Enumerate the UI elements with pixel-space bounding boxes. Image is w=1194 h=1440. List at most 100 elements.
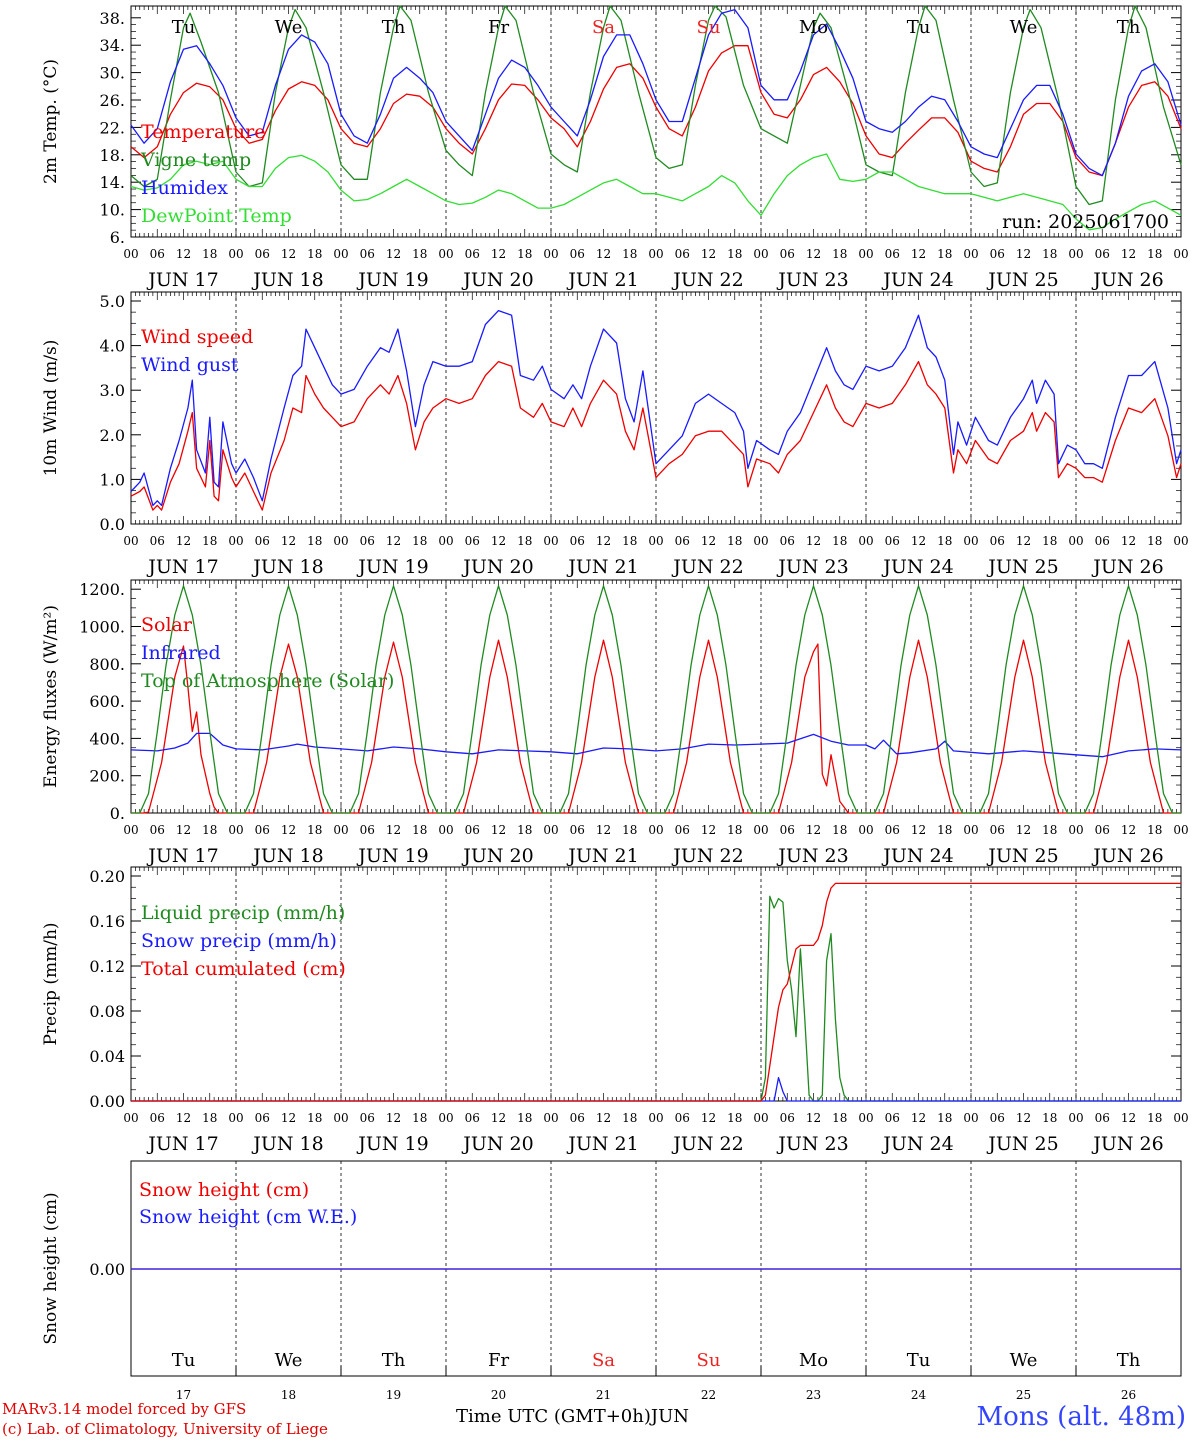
x-hour-label: 18 [832, 823, 847, 837]
x-date-label: JUN 22 [671, 269, 743, 291]
x-hour-label: 00 [1068, 1111, 1083, 1125]
x-date-label: JUN 21 [566, 1133, 638, 1155]
x-hour-label: 06 [780, 1111, 795, 1125]
x-hour-label: 06 [150, 1111, 165, 1125]
x-hour-label: 18 [937, 247, 952, 261]
y-tick-label: 6. [110, 228, 125, 247]
x-date-label: JUN 24 [881, 269, 953, 291]
x-date-label: JUN 19 [356, 1133, 428, 1155]
x-hour-label: 18 [832, 534, 847, 548]
x-date-label: JUN 24 [881, 845, 953, 867]
x-hour-label: 12 [806, 247, 821, 261]
weekday-label-bottom: Tu [172, 1350, 196, 1371]
x-hour-label: 12 [596, 1111, 611, 1125]
x-date-label: JUN 21 [566, 556, 638, 578]
x-hour-label: 18 [622, 823, 637, 837]
x-hour-label: 18 [622, 534, 637, 548]
y-tick-label: 0.20 [89, 867, 125, 886]
x-hour-label: 18 [307, 534, 322, 548]
x-date-label: JUN 22 [671, 845, 743, 867]
day-number-label: 19 [386, 1388, 401, 1402]
y-tick-label: 600. [89, 692, 125, 711]
x-hour-label: 18 [517, 247, 532, 261]
x-hour-label: 12 [701, 247, 716, 261]
x-hour-label: 12 [806, 1111, 821, 1125]
x-hour-label: 18 [202, 823, 217, 837]
y-tick-label: 5.0 [100, 292, 125, 311]
footer-credit-2: (c) Lab. of Climatology, University of L… [2, 1420, 328, 1438]
legend-entry: Total cumulated (cm) [141, 958, 346, 980]
x-date-label: JUN 22 [671, 556, 743, 578]
series-line-top-of-atmosphere-solar [131, 585, 1181, 814]
y-tick-label: 800. [89, 655, 125, 674]
y-axis-label: Energy fluxes (W/m²) [41, 605, 61, 788]
x-hour-label: 12 [596, 247, 611, 261]
day-number-label: 18 [281, 1388, 296, 1402]
x-hour-label: 06 [465, 1111, 480, 1125]
x-hour-label: 06 [885, 1111, 900, 1125]
x-hour-label: 06 [885, 534, 900, 548]
x-date-label: JUN 25 [986, 845, 1058, 867]
weekday-label: Su [697, 17, 721, 38]
x-hour-label: 12 [386, 534, 401, 548]
x-date-label: JUN 19 [356, 845, 428, 867]
x-hour-label: 00 [1173, 823, 1188, 837]
x-hour-label: 00 [753, 247, 768, 261]
y-tick-label: 3.0 [100, 381, 125, 400]
x-hour-label: 06 [360, 534, 375, 548]
y-tick-label: 0.16 [89, 912, 125, 931]
x-hour-label: 06 [675, 1111, 690, 1125]
x-hour-label: 12 [911, 534, 926, 548]
y-tick-label: 0.00 [89, 1092, 125, 1111]
y-tick-label: 14. [100, 173, 125, 192]
x-hour-label: 18 [412, 1111, 427, 1125]
x-hour-label: 00 [963, 247, 978, 261]
y-tick-label: 200. [89, 767, 125, 786]
x-hour-label: 18 [1042, 1111, 1057, 1125]
x-hour-label: 06 [990, 1111, 1005, 1125]
y-tick-label: 4.0 [100, 337, 125, 356]
x-hour-label: 18 [412, 247, 427, 261]
x-hour-label: 06 [150, 534, 165, 548]
y-tick-label: 30. [100, 64, 125, 83]
x-hour-label: 18 [937, 1111, 952, 1125]
x-hour-label: 00 [333, 1111, 348, 1125]
footer-credit-1: MARv3.14 model forced by GFS [2, 1400, 247, 1418]
x-hour-label: 00 [228, 1111, 243, 1125]
x-hour-label: 18 [622, 1111, 637, 1125]
run-label: run: 2025061700 [1002, 211, 1169, 233]
weekday-label-bottom: Th [1117, 1350, 1141, 1371]
x-hour-label: 06 [780, 823, 795, 837]
x-hour-label: 06 [675, 823, 690, 837]
y-axis-label: Precip (mm/h) [41, 922, 61, 1045]
x-hour-label: 00 [543, 534, 558, 548]
y-tick-label: 38. [100, 9, 125, 28]
day-number-label: 22 [701, 1388, 716, 1402]
x-date-label: JUN 18 [251, 556, 323, 578]
x-hour-label: 00 [543, 247, 558, 261]
x-date-label: JUN 18 [251, 845, 323, 867]
x-hour-label: 18 [202, 247, 217, 261]
x-hour-label: 00 [753, 823, 768, 837]
series-line-temperature [130, 45, 1182, 177]
x-hour-label: 18 [832, 247, 847, 261]
x-hour-label: 18 [1147, 247, 1162, 261]
x-hour-label: 12 [701, 534, 716, 548]
y-tick-label: 1200. [79, 580, 125, 599]
x-hour-label: 18 [307, 823, 322, 837]
x-hour-label: 00 [123, 247, 138, 261]
x-hour-label: 12 [386, 823, 401, 837]
x-hour-label: 18 [1147, 823, 1162, 837]
x-date-label: JUN 26 [1091, 1133, 1163, 1155]
x-hour-label: 06 [990, 534, 1005, 548]
x-date-label: JUN 23 [776, 845, 848, 867]
x-hour-label: 12 [386, 247, 401, 261]
weekday-label: Sa [592, 17, 615, 38]
x-hour-label: 12 [1121, 247, 1136, 261]
x-hour-label: 06 [360, 1111, 375, 1125]
x-date-label: JUN 20 [461, 269, 533, 291]
x-hour-label: 00 [1068, 823, 1083, 837]
weekday-label-bottom: Mo [799, 1350, 828, 1371]
x-hour-label: 06 [1095, 823, 1110, 837]
x-hour-label: 06 [255, 534, 270, 548]
